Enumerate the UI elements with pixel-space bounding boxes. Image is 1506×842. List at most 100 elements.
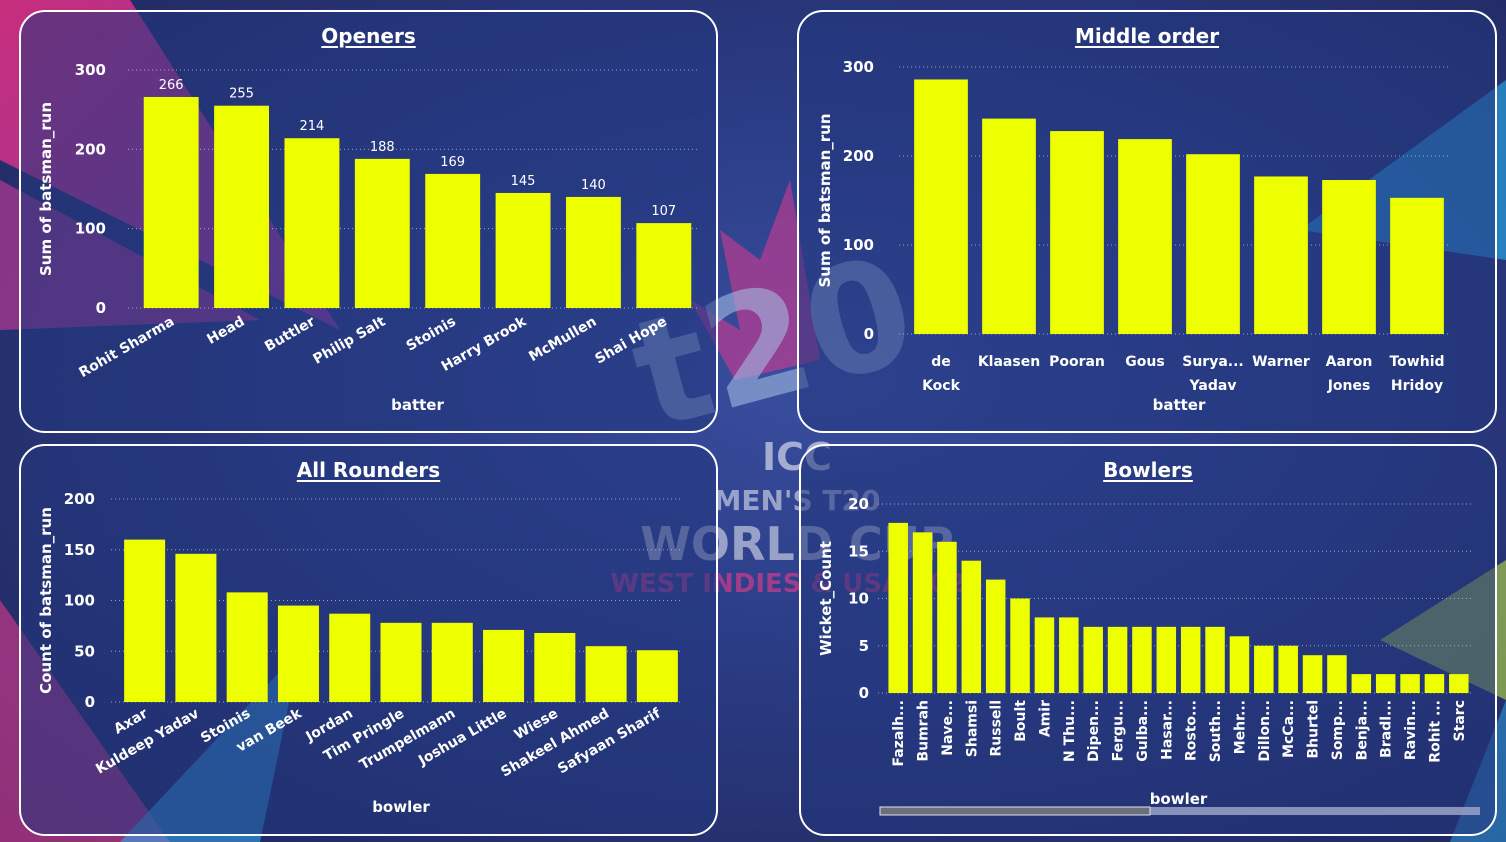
x-tick-label: Shamsi <box>964 700 980 757</box>
x-tick-label: Rohit Sharma <box>76 314 177 381</box>
bar-warner <box>1254 176 1308 334</box>
x-axis-title: bowler <box>1150 790 1208 808</box>
x-tick-label: Stoinis <box>404 314 459 355</box>
bar-dipen <box>1083 626 1103 693</box>
horizontal-scrollbar-thumb[interactable] <box>879 806 1151 816</box>
bar-fergu <box>1107 626 1128 693</box>
x-tick-label: Joshua Little <box>415 706 509 770</box>
x-tick-label-line: Kock <box>922 378 961 394</box>
bar-shakeel-ahmed <box>585 646 627 702</box>
all-rounders-title: All Rounders <box>296 458 441 482</box>
data-label: 107 <box>651 204 676 219</box>
x-axis-title: batter <box>1153 396 1206 414</box>
x-tick-label: Mehr... <box>1232 700 1248 754</box>
y-tick-label: 300 <box>843 58 874 76</box>
x-tick-label: McMullen <box>526 314 599 365</box>
x-tick-label-line: Aaron <box>1326 354 1373 370</box>
data-label: 140 <box>581 178 606 193</box>
bar-towhid-hridoy <box>1390 197 1444 334</box>
y-tick-label: 100 <box>843 236 874 254</box>
bar-mehr <box>1229 636 1250 693</box>
y-tick-label: 300 <box>75 61 106 79</box>
x-tick-label: Bumrah <box>916 700 932 762</box>
x-tick-label: Axar <box>111 706 150 738</box>
bar-gous <box>1118 139 1172 334</box>
bowlers-panel: Bowlers 0 5 10 15 20 Wicket_Count bowler Fazalh… <box>799 444 1497 836</box>
x-tick-label: Rohit ... <box>1427 700 1443 763</box>
x-tick-label: Pooran <box>1049 354 1105 370</box>
y-tick-label: 15 <box>848 542 869 560</box>
bar-nave <box>937 541 957 693</box>
y-tick-label: 150 <box>64 541 95 559</box>
bar-shai-hope <box>636 223 692 308</box>
horizontal-scrollbar-track[interactable] <box>880 807 1480 815</box>
bar-pooran <box>1050 131 1104 334</box>
bar-rosto <box>1180 626 1201 693</box>
x-tick-label: Gous <box>1125 354 1164 370</box>
x-tick-label: Amir <box>1037 700 1053 737</box>
bar-jordan <box>329 613 371 702</box>
bar-de-kock <box>914 79 968 335</box>
x-tick-label: Dillon... <box>1257 700 1273 762</box>
bar-bradl <box>1375 674 1396 693</box>
y-axis-title: Count of batsman_run <box>37 507 55 694</box>
bar-wiese <box>534 632 576 702</box>
bar-rohit-sharma <box>143 96 199 309</box>
bar-stoinis <box>226 592 268 702</box>
bar-russell <box>985 579 1006 693</box>
x-tick-label: Fergu... <box>1111 700 1127 761</box>
x-tick-label: Ravin... <box>1403 700 1419 760</box>
x-tick-label: Bhurtel <box>1306 700 1322 759</box>
data-label: 266 <box>159 78 184 93</box>
bar-rohit <box>1424 674 1445 693</box>
bar-boult <box>1010 598 1030 693</box>
bar-fazalh <box>888 522 908 693</box>
x-tick-label-line: Hridoy <box>1391 378 1443 394</box>
y-tick-label: 200 <box>75 140 106 158</box>
bar-buttler <box>284 138 340 308</box>
x-tick-label: Dipen... <box>1086 700 1102 762</box>
y-tick-label: 0 <box>96 299 106 317</box>
x-tick-label: Buttler <box>262 314 318 356</box>
y-tick-label: 50 <box>74 642 95 660</box>
x-tick-label: Benja... <box>1354 700 1370 760</box>
bar-mcca <box>1278 645 1298 693</box>
x-tick-label: Nave... <box>940 700 956 756</box>
bar-head <box>214 105 270 308</box>
x-tick-label: Philip Salt <box>311 313 389 367</box>
x-tick-label-line: Surya... <box>1182 354 1243 370</box>
x-tick-label: Gulba... <box>1135 700 1151 762</box>
bar-philip-salt <box>354 158 410 308</box>
bar-trumpelmann <box>431 622 473 702</box>
bar-n-thu <box>1059 617 1079 693</box>
x-axis-title: bowler <box>372 798 430 816</box>
x-tick-label-line: de <box>931 354 951 370</box>
x-tick-label-line: Yadav <box>1189 378 1237 394</box>
bar-south <box>1205 626 1225 693</box>
data-label: 255 <box>229 87 254 102</box>
bar-joshua-little <box>483 629 525 702</box>
bar-gulba <box>1132 626 1152 693</box>
bar-dillon <box>1254 645 1274 693</box>
y-tick-label: 0 <box>85 693 95 711</box>
bar-bumrah <box>912 532 933 693</box>
bar-ravin <box>1400 674 1420 693</box>
bar-safyaan-sharif <box>636 650 678 702</box>
y-tick-label: 20 <box>848 495 869 513</box>
x-tick-label-line: Pooran <box>1049 354 1105 370</box>
bar-hasar <box>1156 626 1177 693</box>
x-tick-label-line: Warner <box>1252 354 1310 370</box>
data-label: 214 <box>300 119 325 134</box>
y-axis-title: Sum of batsman_run <box>816 113 834 287</box>
bar-tim-pringle <box>380 622 422 702</box>
x-tick-label: Towhid Hridoy <box>1389 354 1444 394</box>
y-tick-label: 200 <box>64 490 95 508</box>
x-tick-label: Boult <box>1013 700 1029 742</box>
y-tick-label: 10 <box>848 590 869 608</box>
bar-aaron-jones <box>1322 180 1376 334</box>
x-tick-label: Bradl... <box>1379 700 1395 758</box>
